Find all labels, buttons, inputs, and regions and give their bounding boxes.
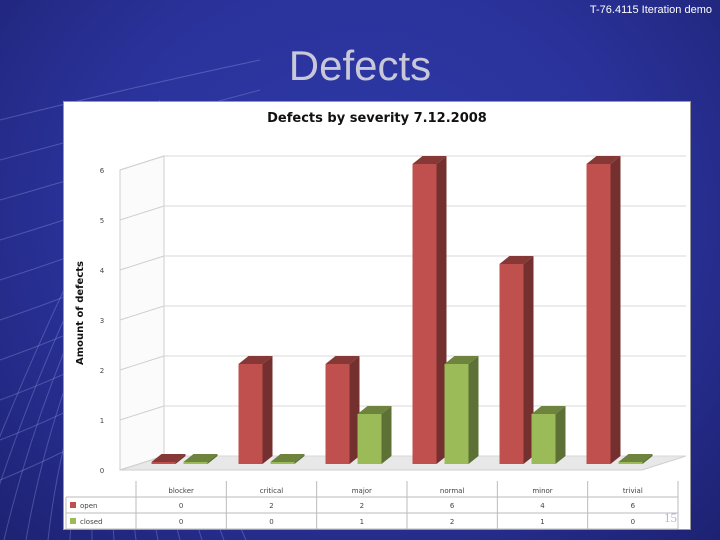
bar-open-normal xyxy=(412,156,447,464)
legend-label-open: open xyxy=(80,502,97,510)
bar-side xyxy=(555,406,566,464)
bar-side xyxy=(610,156,621,464)
bar-top xyxy=(183,454,218,462)
bar-top xyxy=(444,356,479,364)
bar-side xyxy=(523,256,534,464)
bar-side xyxy=(381,406,392,464)
y-tick-label: 1 xyxy=(100,417,104,425)
gridline-side xyxy=(119,355,165,371)
bar-open-trivial xyxy=(586,156,621,464)
bar-front xyxy=(586,164,611,464)
x-tick-label: major xyxy=(352,487,372,495)
y-tick-label: 6 xyxy=(100,167,105,175)
bar-front xyxy=(412,164,437,464)
bar-top xyxy=(357,406,392,414)
bar-top xyxy=(531,406,566,414)
bar-front xyxy=(151,462,176,464)
bar-open-critical xyxy=(238,356,273,464)
background-line xyxy=(0,59,261,121)
y-tick-label: 4 xyxy=(100,267,105,275)
bar-top xyxy=(499,256,534,264)
bar-side xyxy=(468,356,479,464)
course-label: T-76.4115 Iteration demo xyxy=(589,4,712,16)
bar-top xyxy=(618,454,653,462)
data-label: 0 xyxy=(269,518,273,526)
bar-open-blocker xyxy=(151,454,186,464)
legend-swatch-open xyxy=(70,502,76,508)
data-label: 6 xyxy=(450,502,455,510)
bar-top xyxy=(238,356,273,364)
data-table: blocker critical major normal minor trivial op… xyxy=(65,481,679,529)
data-label: 4 xyxy=(540,502,545,510)
bar-side xyxy=(262,356,273,464)
bar-front xyxy=(444,364,469,464)
bar-closed-blocker xyxy=(183,454,218,464)
x-tick-label: blocker xyxy=(168,487,194,495)
slide-title: Defects xyxy=(0,42,720,90)
bar-top xyxy=(412,156,447,164)
bar-open-major xyxy=(325,356,360,464)
gridline-side xyxy=(119,255,165,271)
data-label: 6 xyxy=(631,502,636,510)
data-label: 2 xyxy=(450,518,454,526)
x-tick-label: normal xyxy=(440,487,465,495)
bar-front xyxy=(183,462,208,464)
x-tick-label: trivial xyxy=(623,487,643,495)
bar-side xyxy=(207,454,218,464)
gridline-side xyxy=(119,205,165,221)
bar-open-minor xyxy=(499,256,534,464)
bar-side xyxy=(436,156,447,464)
bar-closed-normal xyxy=(444,356,479,464)
bar-top xyxy=(586,156,621,164)
bar-front xyxy=(499,264,524,464)
bar-closed-critical xyxy=(270,454,305,464)
legend-label-closed: closed xyxy=(80,518,102,526)
y-tick-label: 3 xyxy=(100,317,104,325)
bar-closed-major xyxy=(357,406,392,464)
bar-top xyxy=(270,454,305,462)
chart-panel: 0 1 2 3 4 5 6 Amount of defects blocker critical m… xyxy=(63,101,691,530)
gridline-side xyxy=(119,405,165,421)
bar-front xyxy=(531,414,556,464)
bar-top xyxy=(151,454,186,462)
bar-side xyxy=(175,454,186,464)
bar-side xyxy=(642,454,653,464)
gridline-side xyxy=(119,305,165,321)
chart-title: Defects by severity 7.12.2008 xyxy=(267,111,487,126)
gridline-side xyxy=(119,155,165,171)
bar-front xyxy=(325,364,350,464)
y-tick-label: 2 xyxy=(100,367,104,375)
slide-title-text: Defects xyxy=(288,42,432,89)
data-label: 2 xyxy=(269,502,273,510)
bar-closed-minor xyxy=(531,406,566,464)
bar-closed-trivial xyxy=(618,454,653,464)
bar-front xyxy=(238,364,263,464)
data-label: 0 xyxy=(631,518,635,526)
page-number: 15 xyxy=(664,510,677,525)
bar-side xyxy=(349,356,360,464)
y-tick-label: 5 xyxy=(100,217,104,225)
bar-front xyxy=(618,462,643,464)
defects-chart: 0 1 2 3 4 5 6 Amount of defects blocker critical m… xyxy=(65,155,687,529)
data-label: 0 xyxy=(179,502,183,510)
x-tick-label: critical xyxy=(260,487,283,495)
x-tick-label: minor xyxy=(532,487,552,495)
bar-front xyxy=(270,462,295,464)
data-label: 1 xyxy=(540,518,544,526)
data-label: 2 xyxy=(360,502,364,510)
bar-side xyxy=(294,454,305,464)
y-axis-label: Amount of defects xyxy=(75,261,86,365)
legend-swatch-closed xyxy=(70,518,76,524)
bar-front xyxy=(357,414,382,464)
y-tick-label: 0 xyxy=(100,467,104,475)
data-label: 0 xyxy=(179,518,183,526)
data-label: 1 xyxy=(360,518,364,526)
bar-top xyxy=(325,356,360,364)
